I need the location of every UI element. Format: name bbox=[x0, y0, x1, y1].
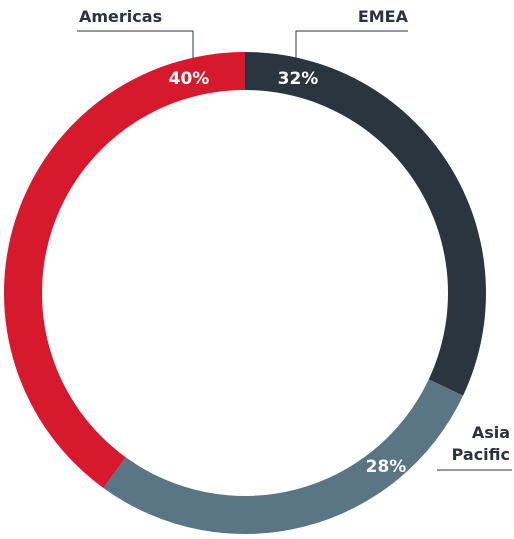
value-label-emea: 32% bbox=[278, 69, 319, 89]
slices bbox=[3, 52, 487, 534]
category-label-americas: Americas bbox=[79, 7, 162, 26]
leader-line-americas bbox=[77, 30, 194, 58]
slice-emea bbox=[245, 52, 487, 396]
labels: 32% EMEA 28% Asia Pacific 40% Americas bbox=[79, 7, 510, 477]
category-label-asia-pacific: Asia Pacific bbox=[452, 423, 510, 464]
slice-asia-pacific bbox=[103, 379, 464, 534]
leader-line-emea bbox=[295, 30, 408, 58]
value-label-americas: 40% bbox=[169, 69, 210, 89]
slice-americas bbox=[3, 52, 245, 488]
value-label-asia-pacific: 28% bbox=[366, 457, 407, 477]
category-label-line: Americas bbox=[79, 7, 162, 26]
category-label-line: Asia bbox=[472, 423, 510, 442]
category-label-emea: EMEA bbox=[358, 7, 409, 26]
category-label-line: Pacific bbox=[452, 445, 510, 464]
category-label-line: EMEA bbox=[358, 7, 409, 26]
